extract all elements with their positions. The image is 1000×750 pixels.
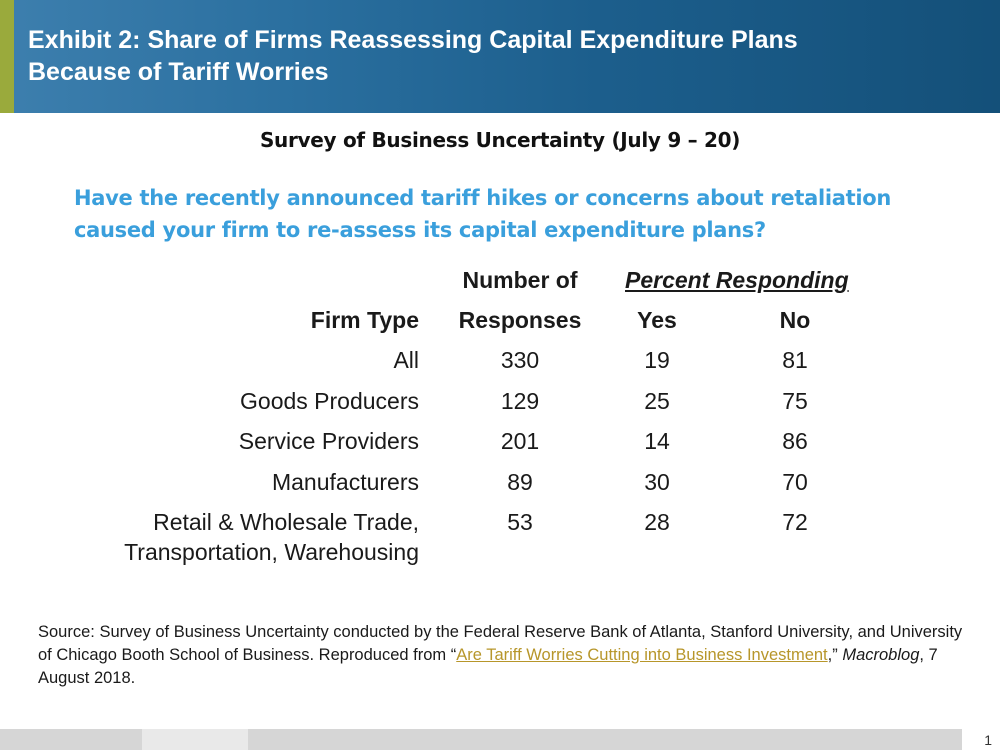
slide-title: Exhibit 2: Share of Firms Reassessing Ca… — [28, 24, 968, 88]
table-cell-responses: 201 — [500, 428, 540, 454]
header-firm-type: Firm Type — [310, 307, 419, 333]
table-cell-responses: 89 — [507, 469, 533, 495]
header-responses-line-1: Number of — [462, 267, 578, 293]
survey-question-line-2: caused your firm to re-assess its capita… — [74, 218, 766, 242]
source-prefix: Source: Survey of Business Uncertainty c… — [38, 623, 963, 664]
source-publication: Macroblog — [842, 646, 920, 664]
table-cell-firm-type: Retail & Wholesale Trade, — [153, 509, 419, 535]
slide-title-line-1: Exhibit 2: Share of Firms Reassessing Ca… — [28, 26, 798, 54]
survey-question-line-1: Have the recently announced tariff hikes… — [74, 186, 892, 210]
source-middle: ,” — [827, 646, 843, 664]
table-cell-firm-type: Goods Producers — [240, 388, 419, 414]
slide-title-line-2: Because of Tariff Worries — [28, 58, 329, 86]
survey-title: Survey of Business Uncertainty (July 9 –… — [259, 128, 741, 152]
slide-header: Exhibit 2: Share of Firms Reassessing Ca… — [0, 0, 1000, 113]
header-yes: Yes — [637, 307, 677, 333]
table-cell-no: 72 — [782, 509, 808, 535]
table-cell-no: 81 — [782, 347, 808, 373]
table-cell-firm-type: Transportation, Warehousing — [124, 539, 419, 565]
table-cell-no: 70 — [782, 469, 808, 495]
source-link[interactable]: Are Tariff Worries Cutting into Business… — [456, 646, 828, 664]
table-cell-firm-type: All — [393, 347, 419, 373]
table-cell-responses: 330 — [500, 347, 540, 373]
header-accent-bar — [0, 0, 14, 113]
table-cell-firm-type: Manufacturers — [271, 469, 419, 495]
table-cell-yes: 19 — [644, 347, 670, 373]
header-no: No — [779, 307, 811, 333]
table-cell-yes: 28 — [644, 509, 670, 535]
table-cell-no: 86 — [782, 428, 808, 454]
header-responses-line-2: Responses — [458, 307, 582, 333]
footer-bar — [0, 729, 1000, 750]
page-number-box — [962, 729, 1000, 750]
table-cell-yes: 30 — [644, 469, 670, 495]
footer-bar-highlight — [142, 729, 248, 750]
page-number: 1 — [984, 732, 992, 748]
table-cell-responses: 129 — [500, 388, 540, 414]
table-cell-no: 75 — [782, 388, 808, 414]
table-cell-firm-type: Service Providers — [238, 428, 419, 454]
table-cell-yes: 25 — [644, 388, 670, 414]
survey-question: Have the recently announced tariff hikes… — [74, 182, 954, 246]
source-suffix: , 7 August 2018. — [38, 646, 938, 687]
table-cell-responses: 53 — [507, 509, 533, 535]
source-note: Source: Survey of Business Uncertainty c… — [38, 621, 978, 690]
table-cell-yes: 14 — [644, 428, 670, 454]
header-percent-responding: Percent Responding — [625, 267, 849, 293]
